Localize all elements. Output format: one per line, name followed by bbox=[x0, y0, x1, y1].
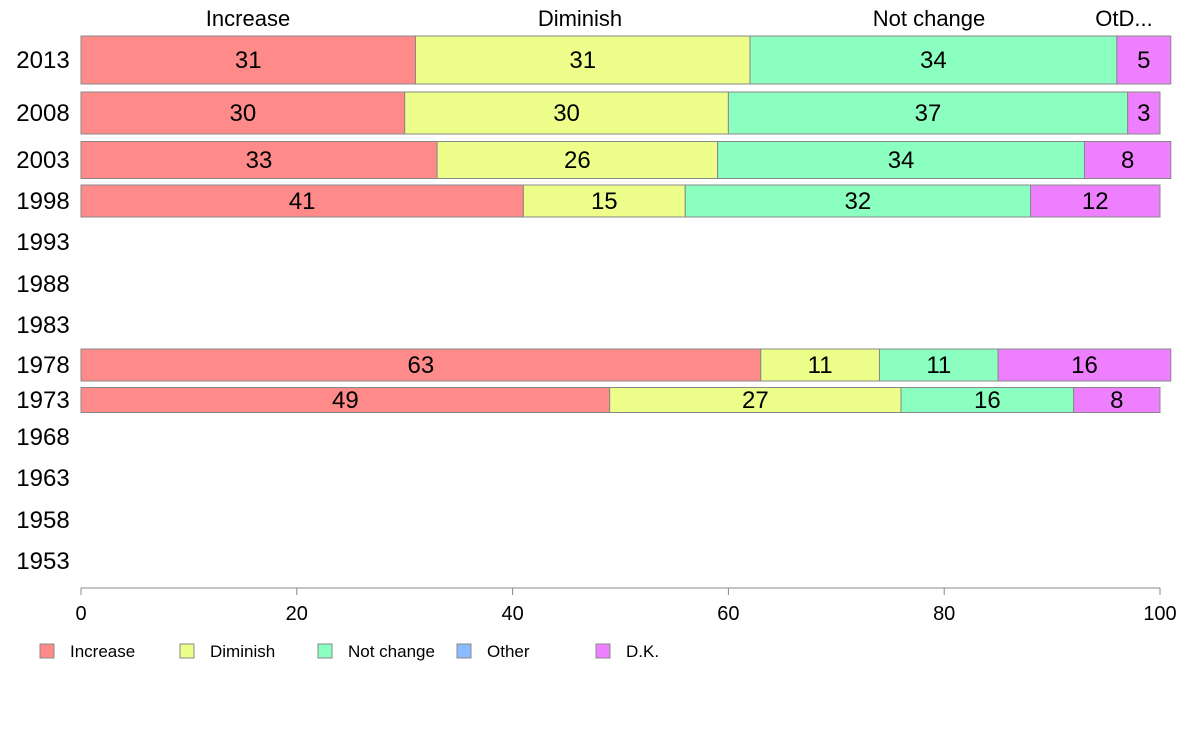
x-axis: 0 20 40 60 80 100 bbox=[75, 587, 1177, 625]
bar-label-1978-diminish: 11 bbox=[808, 352, 833, 379]
top-label-2: Not change bbox=[873, 6, 986, 31]
bar-2008-diminish bbox=[404, 91, 729, 135]
legend-swatch-diminish bbox=[179, 643, 195, 659]
x-tick-label-40: 40 bbox=[501, 603, 523, 625]
bar-1978-d-k- bbox=[997, 348, 1172, 382]
legend-label-diminish: Diminish bbox=[210, 642, 275, 661]
top-label-1: Diminish bbox=[538, 6, 622, 31]
year-label-2003: 2003 bbox=[16, 147, 69, 174]
bar-2013-not-change bbox=[749, 35, 1118, 85]
bar-label-2003-d-k-: 8 bbox=[1121, 147, 1134, 174]
bar-2013-d-k- bbox=[1116, 35, 1172, 85]
legend-swatch-d-k- bbox=[595, 643, 611, 659]
year-label-1983: 1983 bbox=[16, 312, 69, 339]
bar-label-2003-increase: 33 bbox=[246, 147, 273, 174]
bar-2013-increase bbox=[80, 35, 416, 85]
year-label-1953: 1953 bbox=[16, 548, 69, 575]
bar-label-1978-d-k-: 16 bbox=[1071, 352, 1098, 379]
bar-1998-diminish bbox=[522, 184, 686, 218]
legend-label-increase: Increase bbox=[70, 642, 135, 661]
bar-label-2003-not-change: 34 bbox=[888, 147, 915, 174]
x-tick-label-20: 20 bbox=[286, 603, 308, 625]
bar-label-1973-not-change: 16 bbox=[974, 387, 1001, 414]
bar-label-2013-not-change: 34 bbox=[920, 47, 947, 74]
bar-label-2008-not-change: 37 bbox=[915, 100, 942, 127]
bar-2013-diminish bbox=[414, 35, 751, 85]
legend-label-d-k-: D.K. bbox=[626, 642, 659, 661]
x-tick-label-0: 0 bbox=[75, 603, 86, 625]
year-label-1988: 1988 bbox=[16, 271, 69, 298]
bar-1973-increase bbox=[80, 387, 611, 413]
bar-1973-not-change bbox=[900, 387, 1075, 413]
year-label-1963: 1963 bbox=[16, 465, 69, 492]
bar-2008-d-k- bbox=[1127, 91, 1161, 135]
bar-label-1973-increase: 49 bbox=[332, 387, 359, 414]
year-label-1973: 1973 bbox=[16, 387, 69, 414]
bar-label-1978-increase: 63 bbox=[408, 352, 435, 379]
bar-label-2008-increase: 30 bbox=[229, 100, 256, 127]
bar-label-2003-diminish: 26 bbox=[564, 147, 591, 174]
bar-label-2008-d-k-: 3 bbox=[1137, 100, 1150, 127]
bar-1978-not-change bbox=[878, 348, 999, 382]
bar-label-2013-increase: 31 bbox=[235, 47, 262, 74]
year-label-1978: 1978 bbox=[16, 352, 69, 379]
year-label-1958: 1958 bbox=[16, 507, 69, 534]
x-tick-label-60: 60 bbox=[717, 603, 739, 625]
legend-swatch-other bbox=[456, 643, 472, 659]
bar-1978-diminish bbox=[760, 348, 880, 382]
bar-1978-increase bbox=[80, 348, 762, 382]
bar-1973-diminish bbox=[609, 387, 902, 413]
bar-label-1978-not-change: 11 bbox=[926, 352, 951, 379]
legend-label-not-change: Not change bbox=[348, 642, 435, 661]
bar-1998-d-k- bbox=[1030, 184, 1161, 218]
top-label-3: OtD... bbox=[1095, 6, 1152, 31]
bar-2003-d-k- bbox=[1083, 141, 1172, 179]
bar-2008-not-change bbox=[727, 91, 1129, 135]
top-category-labels: Increase Diminish Not change OtD... bbox=[206, 6, 1153, 31]
bar-label-1998-not-change: 32 bbox=[845, 188, 872, 215]
x-tick-label-80: 80 bbox=[933, 603, 955, 625]
top-label-0: Increase bbox=[206, 6, 290, 31]
bar-label-2013-diminish: 31 bbox=[569, 47, 596, 74]
bar-1998-increase bbox=[80, 184, 524, 218]
bar-2003-diminish bbox=[436, 141, 719, 179]
legend-swatch-increase bbox=[39, 643, 55, 659]
bar-1973-d-k- bbox=[1073, 387, 1161, 413]
bar-label-2008-diminish: 30 bbox=[553, 100, 580, 127]
bar-2003-increase bbox=[80, 141, 438, 179]
year-label-1993: 1993 bbox=[16, 229, 69, 256]
year-label-2013: 2013 bbox=[16, 47, 69, 74]
year-label-1968: 1968 bbox=[16, 424, 69, 451]
legend-label-other: Other bbox=[487, 642, 530, 661]
bar-label-2013-d-k-: 5 bbox=[1137, 47, 1150, 74]
x-tick-label-100: 100 bbox=[1143, 603, 1176, 625]
bar-label-1973-d-k-: 8 bbox=[1110, 387, 1123, 414]
year-axis-labels: 2013 2008 2003 1998 1993 1988 1983 1978 1973 1968… bbox=[16, 47, 69, 575]
year-label-2008: 2008 bbox=[16, 100, 69, 127]
bar-2008-increase bbox=[80, 91, 406, 135]
bar-label-1973-diminish: 27 bbox=[742, 387, 769, 414]
bar-label-1998-d-k-: 12 bbox=[1082, 188, 1109, 215]
legend-swatch-not-change bbox=[317, 643, 333, 659]
year-label-1998: 1998 bbox=[16, 188, 69, 215]
legend: Increase Diminish Not change Other D.K. bbox=[39, 642, 659, 661]
bar-label-1998-diminish: 15 bbox=[591, 188, 618, 215]
bar-label-1998-increase: 41 bbox=[289, 188, 316, 215]
